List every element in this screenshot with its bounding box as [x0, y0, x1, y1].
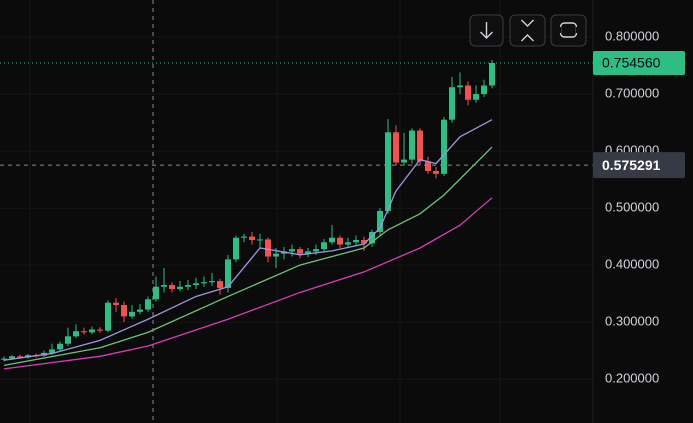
fullscreen-button[interactable]: [550, 14, 587, 47]
marks: [0, 36, 593, 380]
candle-body: [313, 249, 319, 252]
candle-body: [217, 281, 223, 288]
candle-body: [345, 242, 351, 245]
arrow-down-icon: [480, 22, 493, 39]
moving-average-line: [3, 146, 493, 367]
candle-body: [257, 239, 263, 241]
candle-body: [1, 358, 7, 360]
collapse-button[interactable]: [509, 14, 546, 47]
candle-body: [49, 349, 55, 353]
candle-body: [401, 159, 407, 163]
icon-gap: [557, 27, 561, 33]
collapse-icon: [521, 19, 534, 42]
button-frame: [550, 14, 587, 47]
candle-body: [249, 236, 255, 241]
candle-body: [457, 85, 463, 88]
candle-body: [481, 85, 487, 95]
candle-body: [225, 259, 231, 288]
candle-body: [425, 161, 431, 172]
candle-body: [145, 299, 151, 310]
candle-body: [289, 249, 295, 252]
candle-body: [17, 356, 23, 358]
last-price-label: 0.754560: [602, 55, 661, 71]
crosshair-label: 0.575291: [602, 157, 661, 173]
candle-body: [129, 311, 135, 317]
candle-body: [361, 240, 367, 244]
candle-body: [81, 331, 87, 333]
candle-body: [409, 130, 415, 160]
candle-body: [233, 237, 239, 260]
candle-body: [369, 232, 375, 244]
candle-body: [185, 285, 191, 287]
candle-body: [97, 329, 103, 331]
candle-body: [393, 132, 399, 163]
candle-body: [89, 329, 95, 333]
candle-body: [449, 87, 455, 120]
last-price-tag: [593, 50, 685, 75]
moving-average-line: [3, 119, 493, 361]
icon-gap: [576, 27, 580, 33]
candle-body: [441, 119, 447, 174]
candle-body: [377, 210, 383, 233]
candle-body: [473, 94, 479, 100]
candle-body: [241, 236, 247, 238]
price-axis: 0.2000000.3000000.4000000.5000000.600000…: [593, 28, 685, 386]
y-tick-label: 0.300000: [605, 314, 659, 329]
y-tick-label: 0.400000: [605, 257, 659, 272]
candle-body: [73, 331, 79, 337]
candle-body: [433, 171, 439, 174]
scroll-down-button[interactable]: [469, 14, 504, 47]
candle-body: [177, 286, 183, 290]
candle-body: [337, 237, 343, 245]
candle-body: [297, 249, 303, 254]
candle-body: [209, 281, 215, 283]
candle-body: [121, 304, 127, 317]
candle-body: [201, 282, 207, 284]
candle-body: [161, 285, 167, 287]
candle-body: [265, 239, 271, 257]
candle-body: [105, 302, 111, 331]
candle-body: [9, 356, 15, 359]
candle-body: [353, 240, 359, 243]
candle-body: [417, 130, 423, 162]
candle-body: [489, 62, 495, 86]
candle-body: [57, 343, 63, 350]
candle-body: [153, 286, 159, 300]
candle-body: [305, 251, 311, 254]
candle-body: [193, 283, 199, 286]
y-tick-label: 0.800000: [605, 28, 659, 43]
candle-body: [65, 336, 71, 344]
candle-body: [169, 285, 175, 290]
candle-body: [321, 242, 327, 250]
candle-body: [113, 302, 119, 305]
candle-body: [273, 253, 279, 257]
candle-body: [329, 237, 335, 243]
candle-body: [385, 132, 391, 211]
button-frame: [509, 14, 546, 47]
candle-body: [137, 309, 143, 312]
y-tick-label: 0.500000: [605, 200, 659, 215]
y-tick-label: 0.700000: [605, 86, 659, 101]
moving-average-line: [3, 197, 493, 370]
crosshair-tag: [593, 152, 685, 179]
toolbar: [469, 14, 587, 47]
candle-body: [465, 85, 471, 100]
y-tick-label: 0.200000: [605, 371, 659, 386]
grid: [29, 0, 501, 423]
